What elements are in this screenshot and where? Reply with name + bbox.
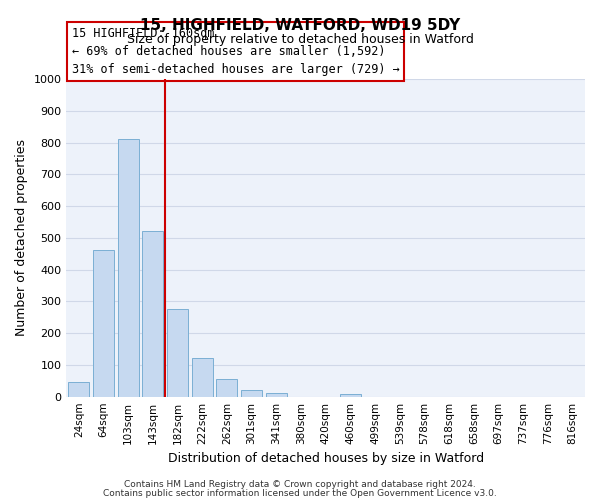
Text: 15, HIGHFIELD, WATFORD, WD19 5DY: 15, HIGHFIELD, WATFORD, WD19 5DY: [140, 18, 460, 32]
Bar: [118, 140, 139, 396]
Bar: [142, 231, 163, 396]
Bar: [68, 382, 89, 396]
X-axis label: Distribution of detached houses by size in Watford: Distribution of detached houses by size …: [167, 452, 484, 465]
Text: Size of property relative to detached houses in Watford: Size of property relative to detached ho…: [127, 32, 473, 46]
Text: Contains public sector information licensed under the Open Government Licence v3: Contains public sector information licen…: [103, 488, 497, 498]
Bar: [340, 394, 361, 396]
Bar: [217, 378, 238, 396]
Y-axis label: Number of detached properties: Number of detached properties: [15, 140, 28, 336]
Bar: [241, 390, 262, 396]
Bar: [167, 310, 188, 396]
Text: Contains HM Land Registry data © Crown copyright and database right 2024.: Contains HM Land Registry data © Crown c…: [124, 480, 476, 489]
Bar: [266, 393, 287, 396]
Bar: [93, 250, 114, 396]
Bar: [192, 358, 213, 397]
Text: 15 HIGHFIELD: 160sqm
← 69% of detached houses are smaller (1,592)
31% of semi-de: 15 HIGHFIELD: 160sqm ← 69% of detached h…: [71, 27, 400, 76]
